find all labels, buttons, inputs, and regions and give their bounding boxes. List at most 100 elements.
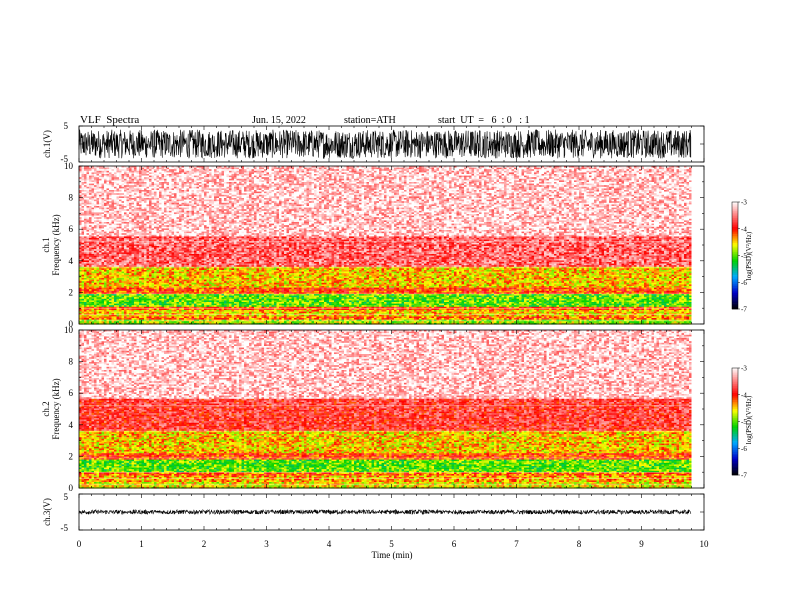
spectrogram-cell <box>662 171 665 173</box>
spectrogram-cell <box>314 174 317 176</box>
spectrogram-cell <box>114 184 117 186</box>
spectrogram-cell <box>669 176 672 178</box>
spectrogram-cell <box>152 179 155 181</box>
spectrogram-cell <box>404 176 407 178</box>
spectrogram-cell <box>679 168 682 170</box>
spectrogram-cell <box>539 174 542 176</box>
spectrogram-cell <box>629 172 632 174</box>
spectrogram-cell <box>302 179 305 181</box>
spectrogram-cell <box>592 168 595 170</box>
spectrogram-cell <box>152 171 155 173</box>
spectrogram-cell <box>322 180 325 182</box>
spectrogram-cell <box>639 176 642 178</box>
spectrogram-cell <box>452 174 455 176</box>
spectrogram-cell <box>492 169 495 171</box>
waveform-path <box>79 130 691 159</box>
spectrogram-cell <box>629 179 632 181</box>
spectrogram-cell <box>584 182 587 184</box>
spectrogram-cell <box>402 180 405 182</box>
spectrogram-cell <box>87 176 90 178</box>
spectrogram-cell <box>427 184 430 186</box>
spectrogram-cell <box>159 180 162 182</box>
spectrogram-cell <box>277 171 280 173</box>
spectrogram-cell <box>294 177 297 179</box>
spectrogram-cell <box>287 179 290 181</box>
spectrogram-cell <box>422 182 425 184</box>
spectrogram-cell <box>544 171 547 173</box>
spectrogram-cell <box>574 179 577 181</box>
spectrogram-cell <box>632 174 635 176</box>
spectrogram-cell <box>474 182 477 184</box>
spectrogram-cell <box>394 169 397 171</box>
spectrogram-cell <box>602 182 605 184</box>
spectrogram-cell <box>674 171 677 173</box>
spectrogram-cell <box>437 177 440 179</box>
spectrogram-cell <box>477 171 480 173</box>
spectrogram-cell <box>297 184 300 186</box>
spectrogram-cell <box>444 174 447 176</box>
spectrogram-cell <box>192 169 195 171</box>
spectrogram-cell <box>527 171 530 173</box>
spectrogram-cell <box>104 168 107 170</box>
spectrogram-cell <box>99 179 102 181</box>
spectrogram-cell <box>132 184 135 186</box>
spectrogram-cell <box>452 177 455 179</box>
spectrogram-cell <box>382 182 385 184</box>
spectrogram-cell <box>174 179 177 181</box>
spectrogram-cell <box>82 180 85 182</box>
spectrogram-cell <box>424 171 427 173</box>
spectrogram-cell <box>492 184 495 186</box>
spectrogram-cell <box>469 172 472 174</box>
spectrogram-cell <box>397 172 400 174</box>
spectrogram-cell <box>144 174 147 176</box>
spectrogram-cell <box>642 168 645 170</box>
spectrogram-cell <box>162 169 165 171</box>
spectrogram-cell <box>602 174 605 176</box>
spectrogram-cell <box>509 168 512 170</box>
spectrogram-cell <box>352 174 355 176</box>
spectrogram-cell <box>134 176 137 178</box>
spectrogram-cell <box>444 180 447 182</box>
spectrogram-cell <box>517 169 520 171</box>
spectrogram-cell <box>597 172 600 174</box>
spectrogram-cell <box>457 177 460 179</box>
spectrogram-cell <box>474 171 477 173</box>
spectrogram-cell <box>119 179 122 181</box>
spectrogram-cell <box>237 172 240 174</box>
spectrogram-cell <box>652 171 655 173</box>
spectrogram-cell <box>517 180 520 182</box>
spectrogram-cell <box>142 171 145 173</box>
spectrogram-cell <box>412 180 415 182</box>
spectrogram-cell <box>309 180 312 182</box>
spectrogram-cell <box>562 169 565 171</box>
spectrogram-cell <box>372 169 375 171</box>
spectrogram-cell <box>667 179 670 181</box>
spectrogram-cell <box>362 182 365 184</box>
spectrogram-cell <box>619 174 622 176</box>
spectrogram-cell <box>497 176 500 178</box>
spectrogram-cell <box>399 177 402 179</box>
spectrogram-cell <box>194 177 197 179</box>
spectrogram-cell <box>524 180 527 182</box>
spectrogram-cell <box>662 182 665 184</box>
spectrogram-cell <box>532 172 535 174</box>
spectrogram-cell <box>607 176 610 178</box>
spectrogram-cell <box>399 171 402 173</box>
spectrogram-cell <box>387 179 390 181</box>
spectrogram-cell <box>292 174 295 176</box>
spectrogram-cell <box>462 177 465 179</box>
spectrogram-cell <box>452 182 455 184</box>
spectrogram-cell <box>247 180 250 182</box>
spectrogram-cell <box>379 169 382 171</box>
spectrogram-cell <box>512 168 515 170</box>
spectrogram-cell <box>554 176 557 178</box>
spectrogram-cell <box>212 182 215 184</box>
spectrogram-cell <box>589 179 592 181</box>
spectrogram-cell <box>482 169 485 171</box>
spectrogram-cell <box>242 168 245 170</box>
spectrogram-cell <box>537 168 540 170</box>
spectrogram-cell <box>497 179 500 181</box>
spectrogram-cell <box>367 180 370 182</box>
spectrogram-cell <box>192 179 195 181</box>
spectrogram-cell <box>564 179 567 181</box>
